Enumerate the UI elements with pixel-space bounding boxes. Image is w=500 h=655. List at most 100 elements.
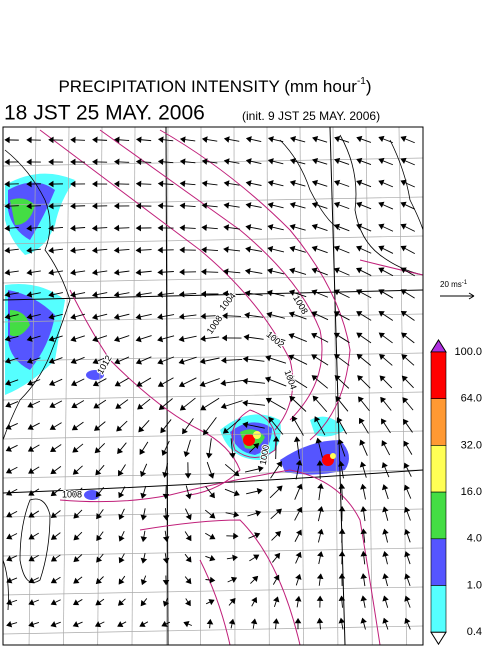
wind-arrow-head <box>49 137 53 142</box>
wind-arrow-head <box>27 159 31 164</box>
wind-arrow-head <box>51 622 56 627</box>
wind-arrow-head <box>71 270 75 275</box>
wind-arrow-head <box>379 158 384 163</box>
wind-arrow-head <box>335 180 340 185</box>
grid-line <box>3 626 423 634</box>
wind-arrow-head <box>51 469 56 473</box>
wind-arrow-head <box>318 507 323 511</box>
wind-arrow-head <box>137 181 141 186</box>
wind-arrow-head <box>244 335 248 340</box>
wind-arrow-head <box>73 622 78 627</box>
wind-arrow-head <box>74 579 79 583</box>
wind-arrow-head <box>234 491 239 496</box>
wind-arrow-head <box>403 420 407 425</box>
wind-arrow-head <box>290 268 295 273</box>
coastline <box>20 499 50 583</box>
wind-arrow-head <box>318 484 323 488</box>
wind-arrow-head <box>93 137 97 142</box>
wind-arrow-head <box>93 359 98 364</box>
wind-arrow-head <box>7 491 12 495</box>
wind-arrow-head <box>244 357 248 362</box>
wind-arrow-head <box>379 180 384 185</box>
wind-arrow-head <box>7 600 12 605</box>
wind-arrow-head <box>383 529 388 533</box>
wind-arrow-head <box>316 438 321 442</box>
grid-line <box>3 236 423 244</box>
wind-arrow-head <box>71 226 75 231</box>
wind-arrow-head <box>119 558 123 563</box>
wind-arrow-head <box>290 312 295 317</box>
wind-arrow-head <box>203 137 207 142</box>
wind-arrow-head <box>94 381 99 385</box>
precip-patch <box>330 453 336 459</box>
wind-arrow-head <box>335 224 340 229</box>
wind-arrow-head <box>181 181 185 186</box>
wind-arrow-head <box>119 514 124 519</box>
wind-arrow-head <box>313 202 318 207</box>
wind-arrow-head <box>382 441 386 446</box>
wind-arrow-head <box>405 619 410 624</box>
wind-arrow-head <box>291 181 296 186</box>
wind-arrow-head <box>379 136 384 141</box>
wind-arrow-head <box>290 246 295 251</box>
wind-arrow-head <box>203 181 207 186</box>
wind-arrow-head <box>208 620 213 624</box>
colorbar-label: 64.0 <box>461 393 482 405</box>
reference-vector-label: 20 ms-1 <box>440 280 468 290</box>
wind-arrow-head <box>137 226 141 231</box>
wind-arrow-head <box>230 620 235 624</box>
wind-arrow-head <box>221 381 225 386</box>
wind-arrow-head <box>243 379 247 384</box>
wind-arrow-head <box>6 447 11 452</box>
wind-arrow-head <box>96 600 101 604</box>
wind-arrow-head <box>5 137 9 142</box>
wind-arrow-head <box>256 511 261 516</box>
wind-arrow-head <box>405 508 410 513</box>
wind-arrow-head <box>96 622 101 626</box>
wind-arrow-head <box>161 428 165 433</box>
wind-arrow-head <box>224 225 228 230</box>
wind-arrow-head <box>361 618 366 623</box>
wind-arrow-head <box>5 226 9 231</box>
wind-arrow-head <box>379 224 384 229</box>
wind-arrow-head <box>186 474 191 478</box>
wind-arrow-head <box>359 397 363 402</box>
wind-arrow-head <box>158 270 162 275</box>
wind-arrow-head <box>318 552 323 556</box>
wind-arrow-head <box>297 484 302 489</box>
wind-arrow-head <box>159 181 163 186</box>
wind-arrow-head <box>51 491 56 495</box>
wind-arrow-head <box>246 225 250 230</box>
wind-arrow-head <box>203 159 207 164</box>
wind-arrow-head <box>7 513 12 517</box>
wind-arrow-head <box>181 137 185 142</box>
wind-arrow-head <box>72 381 77 385</box>
isobar-label: 1008 <box>205 314 225 336</box>
wind-arrow-head <box>291 203 296 208</box>
wind-arrow-head <box>313 181 318 186</box>
wind-arrow-head <box>183 429 187 434</box>
wind-arrow-head <box>318 530 323 534</box>
wind-arrow-head <box>379 333 384 337</box>
isobar-label: 1004 <box>282 369 298 391</box>
wind-arrow-head <box>71 314 76 319</box>
wind-arrow-head <box>52 513 57 517</box>
wind-arrow-head <box>296 619 301 623</box>
wind-arrow-head <box>268 225 272 230</box>
colorbar-label: 16.0 <box>461 486 482 498</box>
isobar <box>200 560 230 645</box>
wind-arrow-head <box>357 268 362 272</box>
wind-arrow-head <box>401 246 406 250</box>
wind-arrow-head <box>335 268 340 273</box>
wind-arrow-head <box>291 159 296 164</box>
wind-arrow-head <box>290 290 295 295</box>
wind-arrow-head <box>93 292 97 297</box>
wind-arrow-head <box>71 137 75 142</box>
wind-arrow-head <box>247 181 251 186</box>
wind-arrow-head <box>141 515 146 519</box>
wind-arrow-head <box>115 226 119 231</box>
wind-arrow-head <box>246 247 250 252</box>
